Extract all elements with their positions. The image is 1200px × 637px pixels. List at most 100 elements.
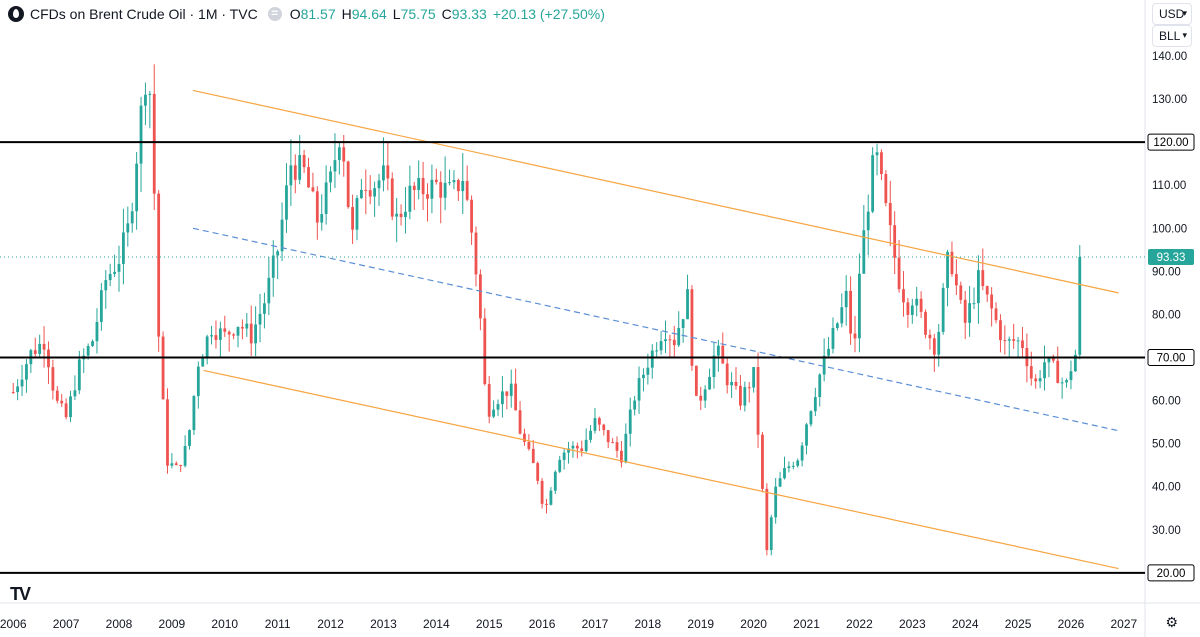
candle-body (531, 448, 535, 464)
candle-body (809, 411, 813, 425)
candle-body (492, 409, 496, 417)
x-tick-label: 2019 (687, 617, 714, 631)
candle-body (144, 94, 147, 106)
unit-selector[interactable]: BLL ▾ (1152, 25, 1192, 47)
x-tick-label: 2012 (317, 617, 344, 631)
candle-body (1016, 340, 1020, 342)
candle-body (597, 418, 601, 425)
candle-body (179, 464, 183, 466)
candle-body (1012, 339, 1016, 341)
y-tick-label: 90.00 (1152, 266, 1181, 278)
candle-body (549, 490, 553, 505)
x-tick-label: 2010 (211, 617, 238, 631)
candle-body (580, 448, 584, 452)
candle-body (919, 298, 923, 312)
candle-body (117, 263, 121, 272)
x-tick-label: 2024 (952, 617, 979, 631)
candle-body (518, 410, 522, 434)
candle-body (240, 326, 244, 329)
candle-body (880, 152, 883, 175)
x-tick-label: 2021 (793, 617, 820, 631)
x-tick-label: 2017 (582, 617, 609, 631)
candle-body (553, 471, 557, 491)
candle-body (690, 289, 694, 366)
candle-body (501, 391, 504, 405)
candle-body (646, 367, 650, 375)
close-label: C (441, 6, 452, 22)
candle-body (276, 251, 280, 256)
x-tick-label: 2023 (899, 617, 926, 631)
candle-body (611, 442, 615, 444)
candle-body (664, 339, 667, 342)
candle-body (329, 171, 332, 183)
tradingview-logo[interactable]: TV (10, 584, 31, 604)
candle-body (170, 463, 174, 466)
x-tick-label: 2007 (53, 617, 80, 631)
candle-body (584, 439, 588, 452)
candle-body (875, 152, 879, 156)
candle-body (232, 334, 235, 336)
currency-selector[interactable]: USD ▾ (1152, 3, 1192, 25)
candle-body (443, 182, 447, 198)
y-tick-label: 50.00 (1152, 439, 1181, 451)
candle-body (342, 147, 346, 162)
candle-body (1021, 340, 1024, 349)
candle-body (461, 181, 465, 192)
y-tick-label: 100.00 (1152, 223, 1187, 235)
candle-body (813, 397, 817, 412)
candle-body (496, 404, 500, 410)
candle-body (91, 341, 94, 347)
candle-body (505, 391, 509, 396)
gear-icon[interactable]: ⚙ (1165, 614, 1178, 630)
candle-body (108, 273, 112, 281)
candle-body (752, 367, 756, 388)
candle-body (157, 193, 161, 337)
candle-body (959, 285, 963, 300)
candle-body (858, 273, 861, 339)
low-label: L (392, 6, 401, 22)
candle-body (408, 185, 412, 212)
candle-body (831, 328, 835, 349)
candle-body (1043, 362, 1046, 379)
y-tick-label: 40.00 (1152, 482, 1181, 494)
candle-body (536, 463, 540, 481)
y-tick-label: 60.00 (1152, 396, 1181, 408)
candle-body (263, 303, 266, 314)
candle-body (575, 445, 579, 449)
candle-body (417, 177, 421, 190)
candle-body (628, 409, 632, 434)
candle-body (990, 294, 994, 309)
last-price-label: 93.33 (1157, 252, 1186, 264)
candle-body (359, 189, 363, 199)
candle-body (686, 289, 689, 320)
unit-label: BLL (1159, 29, 1181, 43)
x-tick-label: 2020 (740, 617, 767, 631)
candle-body (514, 383, 518, 411)
candle-body (430, 179, 434, 199)
candle-body (902, 289, 905, 303)
x-tick-label: 2018 (635, 617, 662, 631)
candle-body (981, 270, 985, 287)
candle-body (192, 396, 196, 431)
candle-body (333, 160, 337, 172)
candle-body (218, 328, 222, 340)
candle-body (1034, 378, 1038, 382)
open-value: 81.57 (300, 6, 336, 22)
candle-body (884, 174, 888, 203)
candle-body (734, 381, 738, 386)
candle-body (293, 165, 297, 180)
compare-symbol-button[interactable]: = (267, 7, 282, 21)
candle-body (355, 198, 359, 230)
candle-body (311, 187, 315, 192)
symbol-title[interactable]: CFDs on Brent Crude Oil · 1M · TVC (30, 6, 258, 22)
candle-body (121, 232, 125, 264)
candle-body (130, 211, 134, 224)
candle-body (999, 320, 1002, 341)
x-tick-label: 2026 (1058, 617, 1085, 631)
high-label: H (341, 6, 352, 22)
candle-body (390, 178, 394, 217)
x-tick-label: 2011 (265, 617, 291, 631)
candle-body (1078, 257, 1082, 355)
